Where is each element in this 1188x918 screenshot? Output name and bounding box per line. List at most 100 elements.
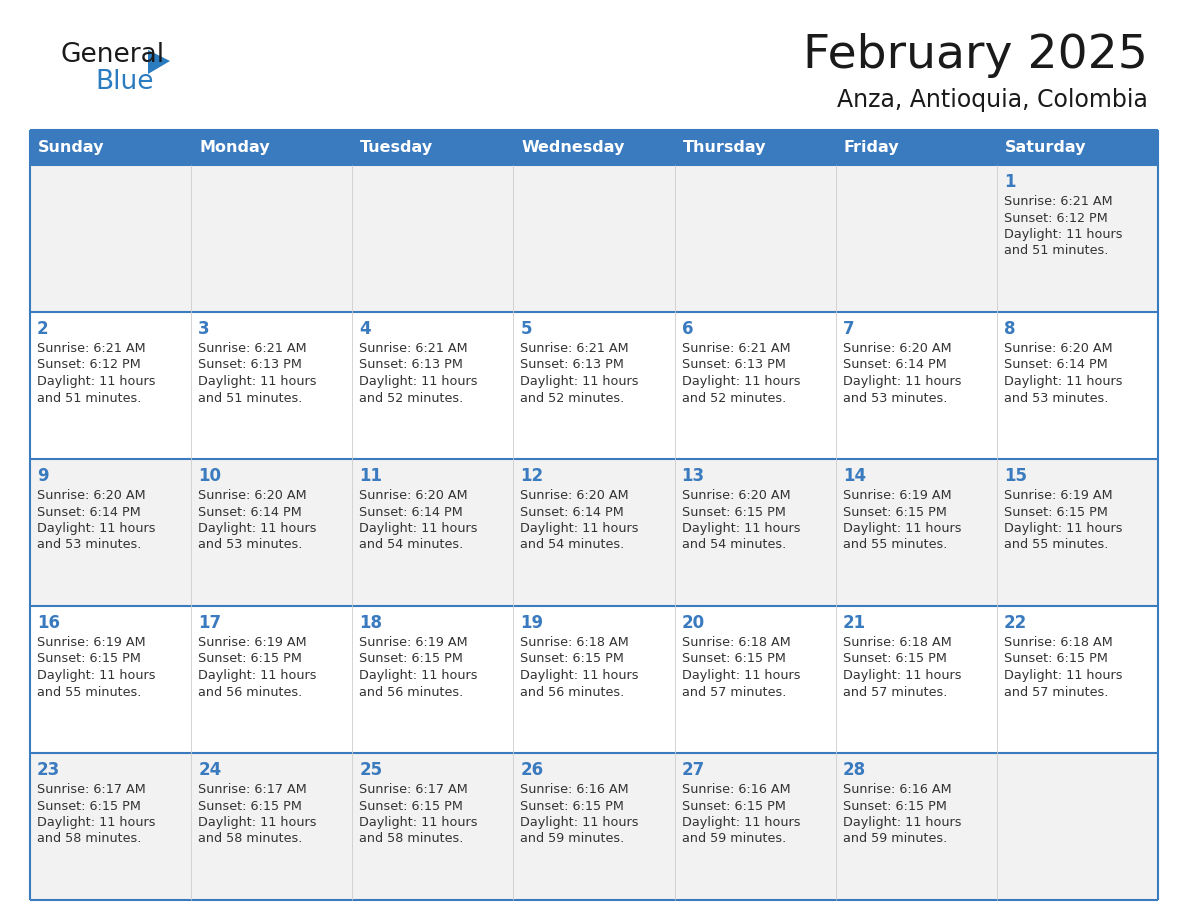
- Text: 12: 12: [520, 467, 544, 485]
- Text: 9: 9: [37, 467, 49, 485]
- Bar: [835, 606, 997, 753]
- Bar: [353, 130, 513, 165]
- Text: Daylight: 11 hours: Daylight: 11 hours: [198, 669, 317, 682]
- Bar: [675, 312, 835, 459]
- Text: Daylight: 11 hours: Daylight: 11 hours: [359, 816, 478, 829]
- Text: Sunset: 6:15 PM: Sunset: 6:15 PM: [1004, 653, 1107, 666]
- Text: Sunset: 6:13 PM: Sunset: 6:13 PM: [198, 359, 302, 372]
- Text: Daylight: 11 hours: Daylight: 11 hours: [37, 522, 156, 535]
- Text: Sunrise: 6:21 AM: Sunrise: 6:21 AM: [520, 342, 630, 355]
- Bar: [997, 130, 1158, 165]
- Text: Sunset: 6:15 PM: Sunset: 6:15 PM: [682, 653, 785, 666]
- Text: and 51 minutes.: and 51 minutes.: [198, 391, 303, 405]
- Text: 14: 14: [842, 467, 866, 485]
- Text: 10: 10: [198, 467, 221, 485]
- Text: Daylight: 11 hours: Daylight: 11 hours: [37, 375, 156, 388]
- Text: Sunset: 6:15 PM: Sunset: 6:15 PM: [198, 653, 302, 666]
- Bar: [513, 606, 675, 753]
- Text: 28: 28: [842, 761, 866, 779]
- Text: 22: 22: [1004, 614, 1028, 632]
- Bar: [30, 459, 191, 606]
- Bar: [997, 459, 1158, 606]
- Text: and 54 minutes.: and 54 minutes.: [359, 539, 463, 552]
- Text: Sunrise: 6:18 AM: Sunrise: 6:18 AM: [842, 636, 952, 649]
- Text: 2: 2: [37, 320, 49, 338]
- Bar: [997, 312, 1158, 459]
- Text: Thursday: Thursday: [683, 140, 766, 155]
- Text: 27: 27: [682, 761, 704, 779]
- Text: Sunset: 6:15 PM: Sunset: 6:15 PM: [682, 800, 785, 812]
- Text: Daylight: 11 hours: Daylight: 11 hours: [842, 816, 961, 829]
- Text: Sunrise: 6:19 AM: Sunrise: 6:19 AM: [1004, 489, 1112, 502]
- Text: Daylight: 11 hours: Daylight: 11 hours: [682, 816, 800, 829]
- Text: Sunrise: 6:20 AM: Sunrise: 6:20 AM: [198, 489, 307, 502]
- Text: Sunset: 6:14 PM: Sunset: 6:14 PM: [842, 359, 947, 372]
- Text: Wednesday: Wednesday: [522, 140, 625, 155]
- Text: Sunrise: 6:19 AM: Sunrise: 6:19 AM: [37, 636, 146, 649]
- Text: Sunrise: 6:18 AM: Sunrise: 6:18 AM: [682, 636, 790, 649]
- Text: Daylight: 11 hours: Daylight: 11 hours: [1004, 228, 1123, 241]
- Text: Sunrise: 6:20 AM: Sunrise: 6:20 AM: [359, 489, 468, 502]
- Bar: [675, 459, 835, 606]
- Text: Daylight: 11 hours: Daylight: 11 hours: [1004, 375, 1123, 388]
- Text: Daylight: 11 hours: Daylight: 11 hours: [359, 375, 478, 388]
- Text: Daylight: 11 hours: Daylight: 11 hours: [1004, 669, 1123, 682]
- Text: and 57 minutes.: and 57 minutes.: [682, 686, 786, 699]
- Bar: [513, 312, 675, 459]
- Bar: [675, 165, 835, 312]
- Text: and 56 minutes.: and 56 minutes.: [520, 686, 625, 699]
- Text: Sunrise: 6:19 AM: Sunrise: 6:19 AM: [842, 489, 952, 502]
- Text: 17: 17: [198, 614, 221, 632]
- Text: Blue: Blue: [95, 69, 153, 95]
- Text: 8: 8: [1004, 320, 1016, 338]
- Text: Daylight: 11 hours: Daylight: 11 hours: [198, 375, 317, 388]
- Text: Sunrise: 6:19 AM: Sunrise: 6:19 AM: [359, 636, 468, 649]
- Bar: [353, 459, 513, 606]
- Text: Sunrise: 6:21 AM: Sunrise: 6:21 AM: [682, 342, 790, 355]
- Text: 1: 1: [1004, 173, 1016, 191]
- Text: Sunrise: 6:16 AM: Sunrise: 6:16 AM: [520, 783, 630, 796]
- Text: Sunrise: 6:17 AM: Sunrise: 6:17 AM: [37, 783, 146, 796]
- Text: 23: 23: [37, 761, 61, 779]
- Text: and 51 minutes.: and 51 minutes.: [1004, 244, 1108, 258]
- Text: Sunrise: 6:21 AM: Sunrise: 6:21 AM: [1004, 195, 1112, 208]
- Text: and 53 minutes.: and 53 minutes.: [842, 391, 947, 405]
- Text: and 58 minutes.: and 58 minutes.: [37, 833, 141, 845]
- Text: Daylight: 11 hours: Daylight: 11 hours: [1004, 522, 1123, 535]
- Bar: [191, 312, 353, 459]
- Bar: [835, 459, 997, 606]
- Text: Sunrise: 6:20 AM: Sunrise: 6:20 AM: [842, 342, 952, 355]
- Bar: [997, 606, 1158, 753]
- Text: Sunset: 6:14 PM: Sunset: 6:14 PM: [359, 506, 463, 519]
- Text: Sunset: 6:14 PM: Sunset: 6:14 PM: [37, 506, 140, 519]
- Text: Daylight: 11 hours: Daylight: 11 hours: [37, 669, 156, 682]
- Text: Daylight: 11 hours: Daylight: 11 hours: [842, 375, 961, 388]
- Text: Sunset: 6:14 PM: Sunset: 6:14 PM: [198, 506, 302, 519]
- Text: Sunrise: 6:20 AM: Sunrise: 6:20 AM: [37, 489, 146, 502]
- Polygon shape: [148, 50, 170, 74]
- Text: and 59 minutes.: and 59 minutes.: [682, 833, 785, 845]
- Text: Sunset: 6:14 PM: Sunset: 6:14 PM: [1004, 359, 1107, 372]
- Bar: [513, 165, 675, 312]
- Text: and 53 minutes.: and 53 minutes.: [198, 539, 303, 552]
- Text: and 52 minutes.: and 52 minutes.: [359, 391, 463, 405]
- Text: Daylight: 11 hours: Daylight: 11 hours: [198, 522, 317, 535]
- Text: and 57 minutes.: and 57 minutes.: [1004, 686, 1108, 699]
- Bar: [30, 312, 191, 459]
- Text: Daylight: 11 hours: Daylight: 11 hours: [682, 669, 800, 682]
- Text: 4: 4: [359, 320, 371, 338]
- Bar: [30, 130, 191, 165]
- Text: and 59 minutes.: and 59 minutes.: [520, 833, 625, 845]
- Text: Sunset: 6:15 PM: Sunset: 6:15 PM: [842, 800, 947, 812]
- Text: Sunset: 6:13 PM: Sunset: 6:13 PM: [520, 359, 625, 372]
- Text: Sunset: 6:15 PM: Sunset: 6:15 PM: [520, 800, 625, 812]
- Text: Sunset: 6:15 PM: Sunset: 6:15 PM: [842, 653, 947, 666]
- Text: Sunset: 6:15 PM: Sunset: 6:15 PM: [37, 653, 141, 666]
- Text: General: General: [61, 42, 164, 68]
- Text: Sunset: 6:15 PM: Sunset: 6:15 PM: [359, 653, 463, 666]
- Bar: [191, 606, 353, 753]
- Text: Monday: Monday: [200, 140, 270, 155]
- Bar: [191, 753, 353, 900]
- Text: Sunrise: 6:20 AM: Sunrise: 6:20 AM: [1004, 342, 1112, 355]
- Text: and 59 minutes.: and 59 minutes.: [842, 833, 947, 845]
